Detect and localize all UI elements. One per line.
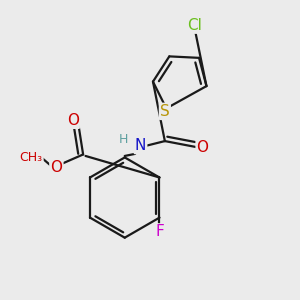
Text: H: H (118, 133, 128, 146)
Text: O: O (50, 160, 62, 175)
Text: S: S (160, 104, 170, 119)
Text: Cl: Cl (187, 18, 202, 33)
Text: N: N (135, 138, 146, 153)
Text: F: F (155, 224, 164, 239)
Text: O: O (67, 113, 79, 128)
Text: O: O (196, 140, 208, 154)
Text: CH₃: CH₃ (20, 151, 43, 164)
